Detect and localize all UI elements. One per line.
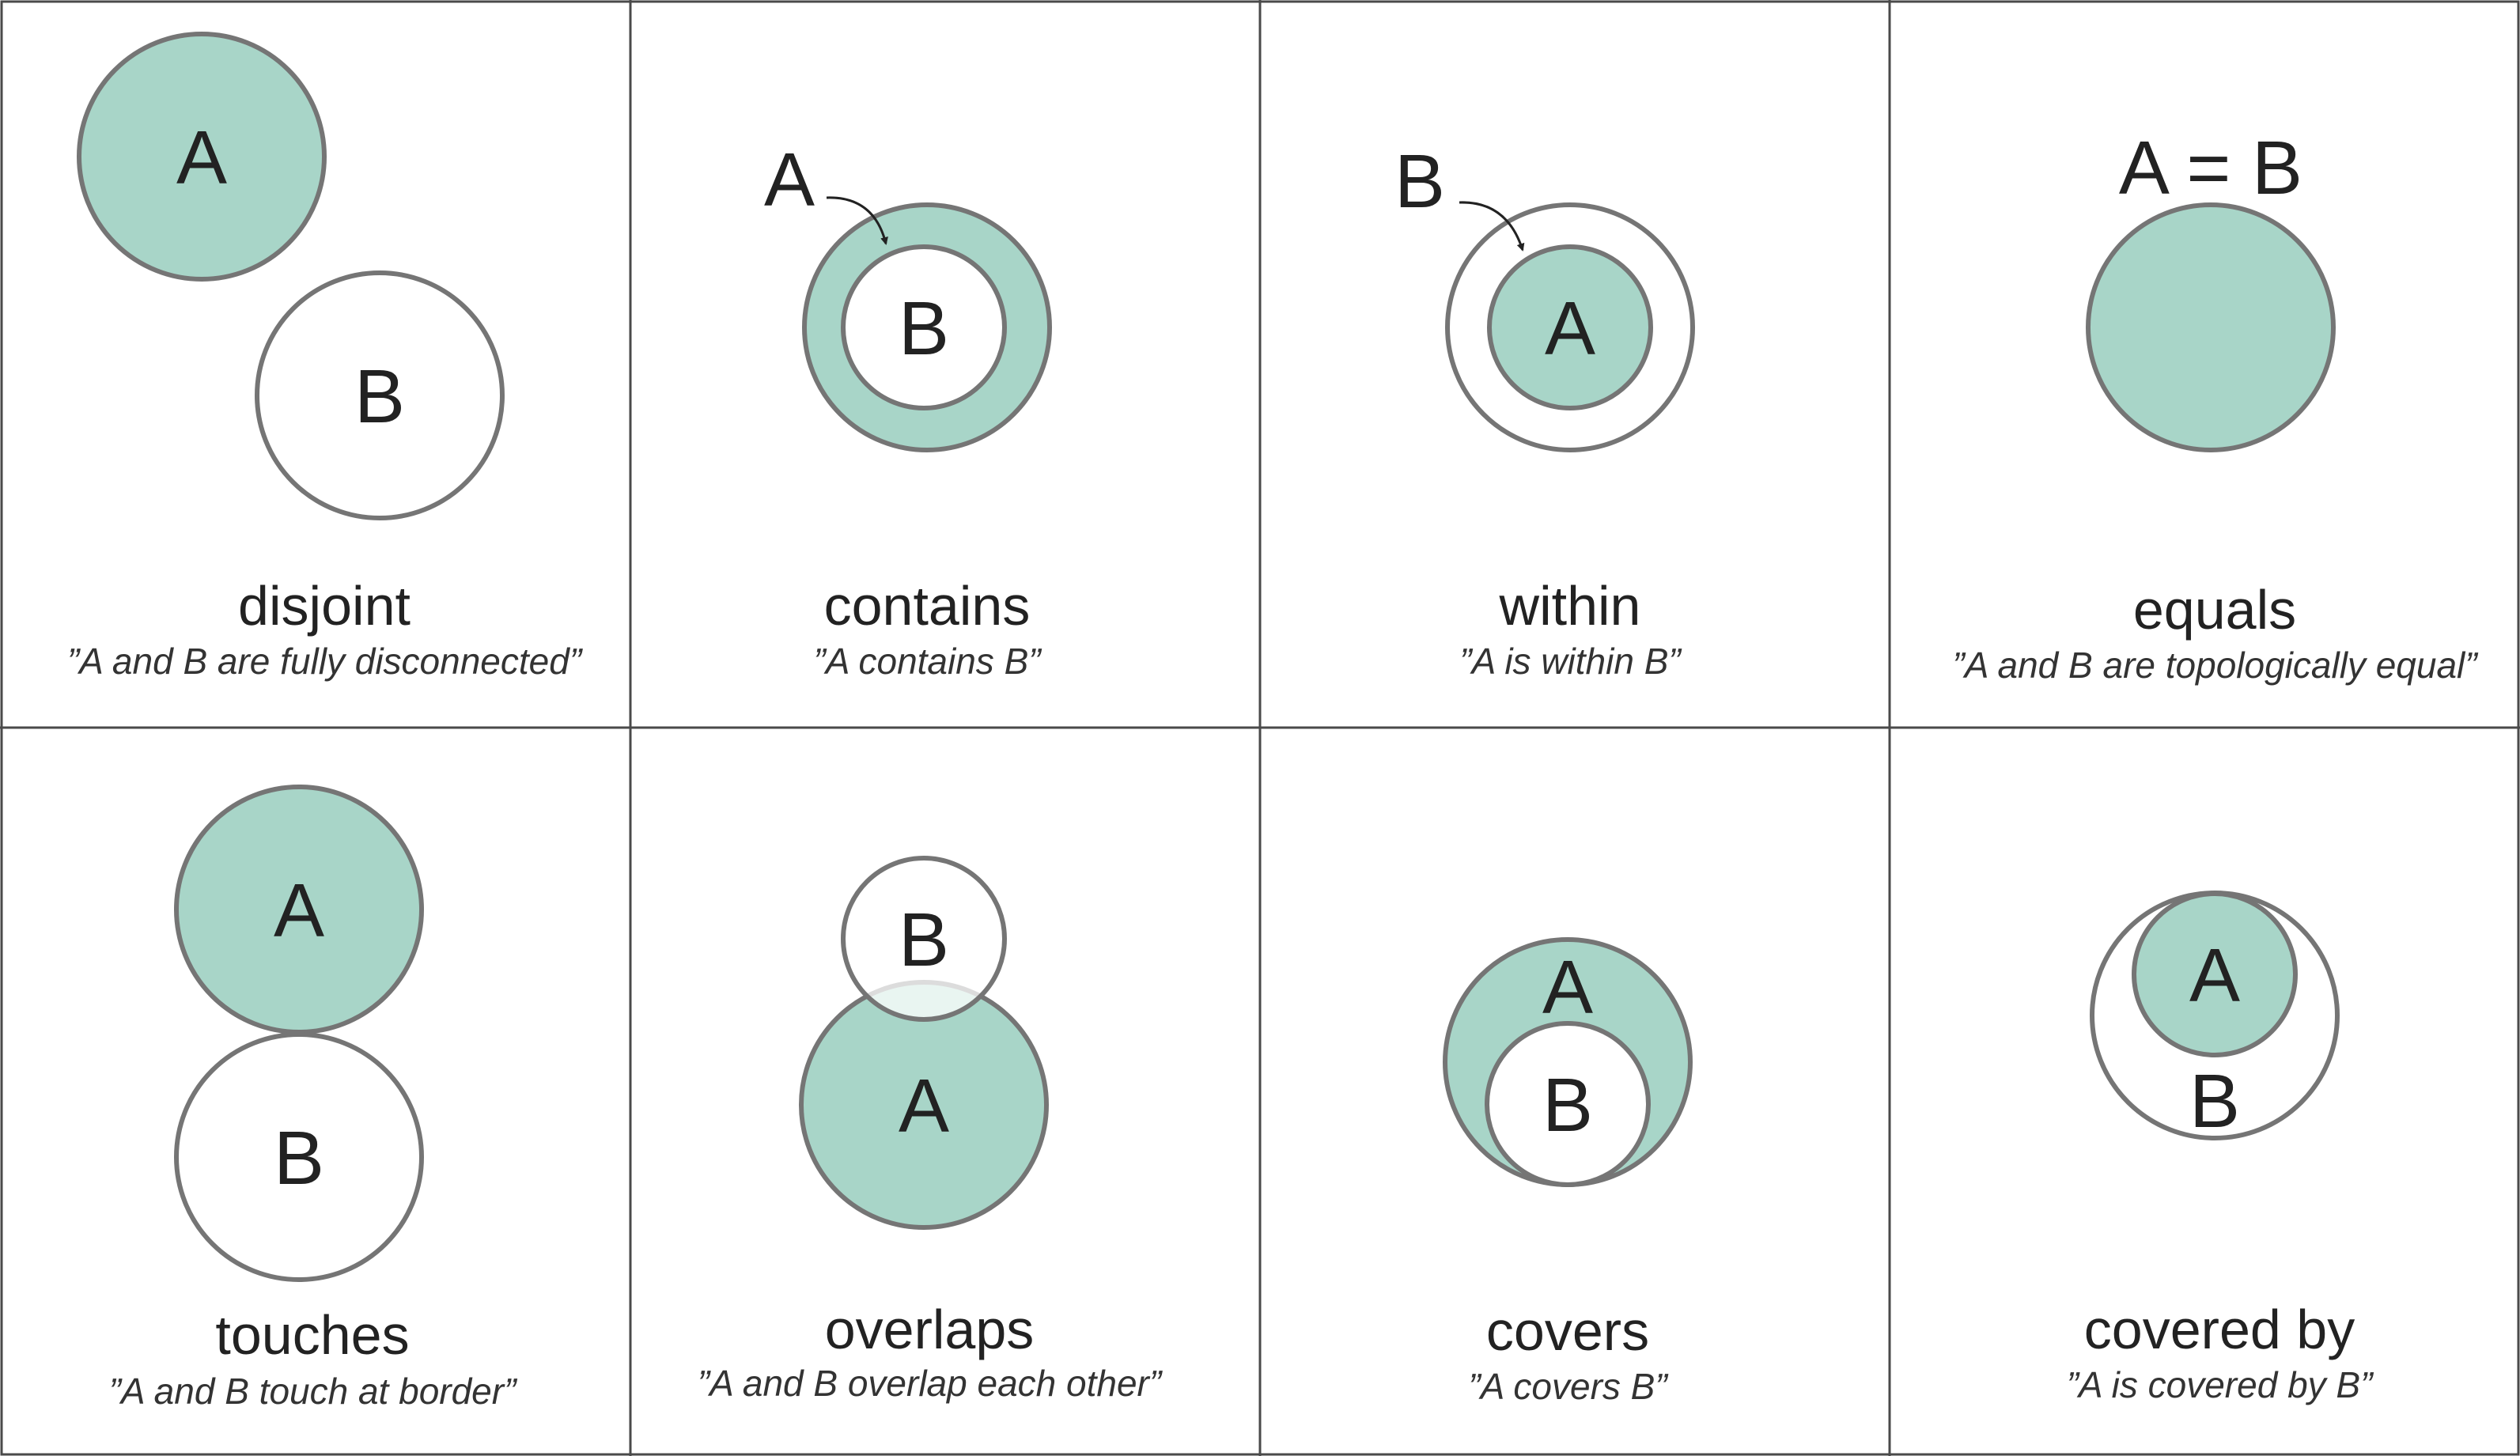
panel-caption: ”A and B overlap each other” (698, 1363, 1164, 1404)
label-b: B (899, 286, 949, 371)
label-a: A (2189, 933, 2240, 1018)
panel-covered-by: A B covered by ”A is covered by B” (2067, 891, 2375, 1405)
label-b: B (274, 1116, 324, 1201)
panel-covers: A B covers ”A covers B” (1443, 937, 1693, 1407)
label-b: B (1542, 1063, 1593, 1148)
panel-caption: ”A and B are topologically equal” (1952, 645, 2479, 686)
panel-caption: ”A is within B” (1459, 641, 1682, 682)
circle-b (174, 1032, 424, 1282)
circle-a-b (2086, 202, 2336, 452)
circle-b (1485, 1021, 1651, 1187)
circle-b (841, 856, 1007, 1022)
panel-title: within (1499, 575, 1641, 637)
circle-b (255, 270, 505, 520)
label-a-equals-b: A = B (2119, 126, 2302, 210)
panel-caption: ”A is covered by B” (2067, 1364, 2375, 1405)
panel-title: overlaps (825, 1299, 1035, 1360)
panel-title: covered by (2084, 1299, 2355, 1360)
panel-title: covers (1486, 1300, 1649, 1362)
panel-overlaps: B A overlaps ”A and B overlap each other… (698, 856, 1164, 1404)
circle-a (77, 32, 327, 282)
panel-touches: A B touches ”A and B touch at border” (109, 785, 518, 1412)
panel-disjoint: A B disjoint ”A and B are fully disconne… (67, 32, 584, 682)
panel-caption: ”A contains B” (813, 641, 1042, 682)
pointer-arrow (826, 196, 888, 245)
label-b: B (2189, 1059, 2240, 1144)
label-a: A (1545, 286, 1595, 371)
panel-within: A B within ”A is within B” (1394, 139, 1695, 682)
label-b: B (899, 898, 949, 982)
panel-title: contains (824, 575, 1031, 637)
label-a: A (176, 115, 227, 200)
label-a: A (764, 138, 815, 222)
label-a: A (899, 1064, 949, 1148)
panel-title: disjoint (238, 575, 411, 637)
panel-caption: ”A and B touch at border” (109, 1371, 518, 1412)
panel-contains: B A contains ”A contains B” (764, 138, 1052, 682)
panel-caption: ”A and B are fully disconnected” (67, 641, 584, 682)
circle-b-inner (841, 244, 1007, 410)
panel-title: equals (2133, 579, 2296, 641)
panel-equals: A = B equals ”A and B are topologically … (1952, 126, 2479, 686)
circle-a-inner (1487, 244, 1653, 410)
panel-title: touches (215, 1304, 409, 1366)
panel-caption: ”A covers B” (1468, 1366, 1669, 1407)
label-a: A (274, 868, 324, 953)
label-a: A (1542, 945, 1593, 1030)
circle-a (2132, 891, 2298, 1057)
label-b: B (1394, 139, 1445, 224)
label-b: B (354, 354, 405, 439)
pointer-arrow (1459, 201, 1525, 251)
